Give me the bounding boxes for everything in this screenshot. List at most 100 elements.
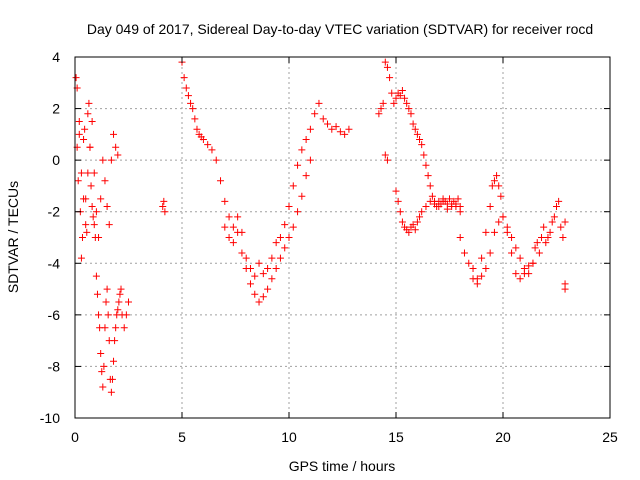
data-point — [529, 259, 537, 267]
data-point — [93, 290, 101, 298]
data-point — [105, 221, 113, 229]
data-point — [276, 254, 284, 262]
data-point — [431, 200, 439, 208]
data-point — [75, 130, 83, 138]
data-point — [75, 117, 83, 125]
data-point — [493, 172, 501, 180]
data-point — [428, 192, 436, 200]
data-point — [259, 293, 267, 301]
data-point — [125, 298, 132, 306]
data-point — [85, 99, 93, 107]
data-point — [182, 84, 190, 92]
data-point — [298, 146, 306, 154]
data-point — [289, 223, 297, 231]
data-point — [478, 272, 486, 280]
data-point — [452, 203, 460, 211]
data-point — [422, 203, 430, 211]
data-point — [294, 161, 302, 169]
data-point — [242, 264, 250, 272]
data-point — [478, 254, 486, 262]
data-point — [229, 239, 237, 247]
x-tick-label: 10 — [281, 429, 297, 445]
data-point — [101, 177, 109, 185]
data-point — [302, 172, 310, 180]
y-tick-label: 2 — [52, 101, 60, 117]
data-point — [246, 280, 254, 288]
data-point — [324, 120, 332, 128]
y-axis: -10 -8 -6 -4 -2 0 2 4 — [40, 49, 610, 426]
data-point — [473, 275, 481, 283]
data-point — [81, 125, 89, 133]
data-point — [495, 182, 503, 190]
data-point — [208, 146, 216, 154]
data-point — [416, 136, 424, 144]
data-point — [161, 208, 169, 216]
data-point — [184, 92, 192, 100]
data-point — [345, 125, 353, 133]
data-point — [315, 99, 323, 107]
data-point — [108, 375, 116, 383]
data-point — [381, 58, 389, 66]
data-point — [89, 213, 97, 221]
x-axis-label: GPS time / hours — [289, 458, 396, 474]
data-point — [503, 228, 511, 236]
data-point — [486, 249, 494, 257]
data-point — [482, 228, 490, 236]
data-point — [465, 259, 473, 267]
data-point — [516, 275, 524, 283]
data-point — [90, 169, 98, 177]
data-point — [180, 74, 188, 82]
data-point — [548, 218, 556, 226]
data-point — [396, 208, 404, 216]
data-point — [234, 213, 242, 221]
data-point — [403, 99, 411, 107]
data-point — [508, 234, 516, 241]
y-axis-label: SDTVAR / TECUs — [5, 181, 21, 293]
data-point — [469, 264, 477, 272]
data-point — [550, 213, 558, 221]
data-point — [159, 203, 167, 211]
data-point — [377, 105, 385, 113]
x-tick-label: 15 — [388, 429, 404, 445]
data-point — [221, 197, 229, 205]
data-point — [456, 234, 464, 241]
data-point — [100, 362, 108, 370]
data-point — [255, 259, 263, 267]
data-point — [238, 249, 246, 257]
data-point — [319, 115, 327, 123]
data-point — [78, 234, 86, 241]
data-point — [225, 234, 233, 241]
x-tick-label: 0 — [71, 429, 79, 445]
data-point — [97, 350, 105, 358]
data-point — [540, 223, 548, 231]
data-point — [234, 228, 242, 236]
data-point — [251, 272, 259, 280]
data-point — [83, 228, 91, 236]
data-point — [268, 275, 276, 283]
data-point — [84, 110, 92, 118]
data-point — [405, 228, 413, 236]
data-point — [72, 74, 80, 82]
grid-layer — [75, 57, 610, 418]
data-point — [302, 136, 310, 144]
data-point — [189, 105, 197, 113]
data-point — [306, 125, 314, 133]
data-point — [107, 388, 115, 396]
data-point — [191, 115, 199, 123]
data-point — [508, 249, 516, 257]
data-point — [90, 221, 98, 229]
data-point — [416, 213, 424, 221]
data-point — [102, 298, 110, 306]
x-tick-label: 20 — [495, 429, 511, 445]
data-point — [122, 311, 130, 319]
data-point — [92, 208, 100, 216]
data-point — [553, 203, 560, 211]
data-point — [411, 125, 419, 133]
data-point — [398, 87, 406, 95]
data-point — [103, 285, 111, 293]
data-point — [251, 290, 259, 298]
data-point — [394, 197, 402, 205]
data-point — [285, 203, 293, 211]
data-point — [439, 197, 447, 205]
